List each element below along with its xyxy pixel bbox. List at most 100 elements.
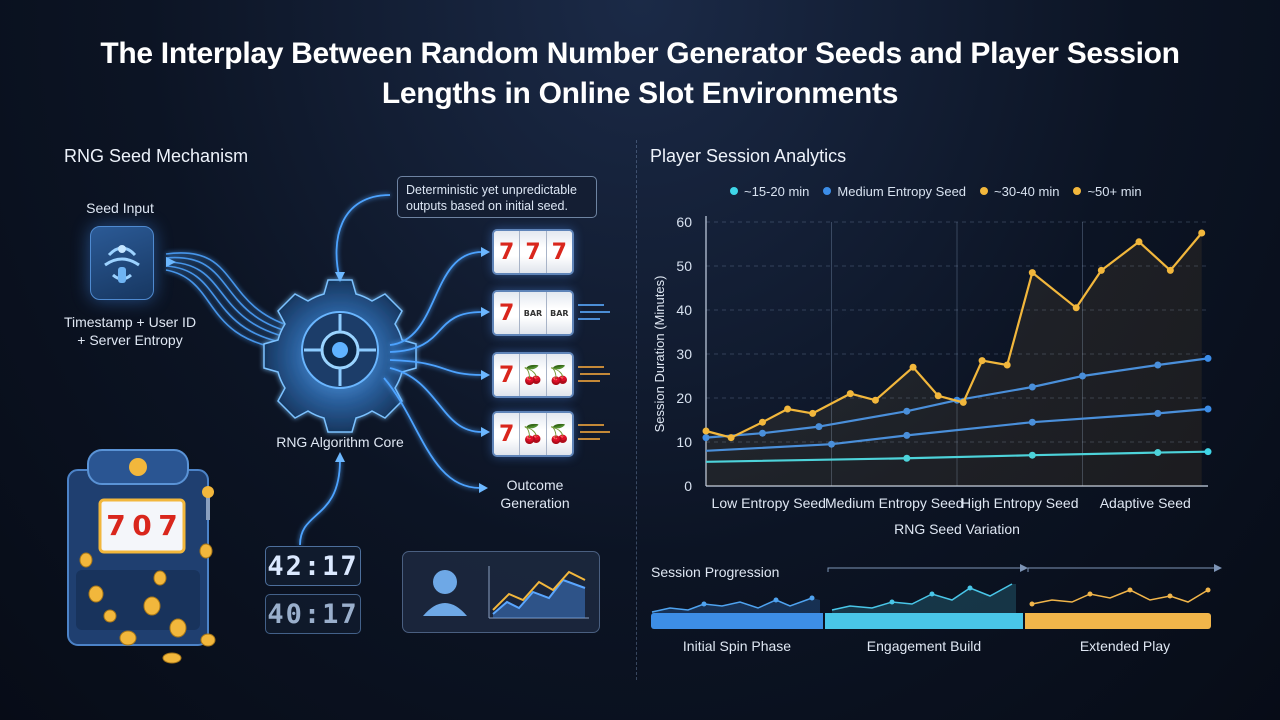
series-3-point-6 [871,396,879,404]
x-category-label-0: Low Entropy Seed [712,495,826,511]
series-3-point-4 [809,409,817,417]
progress-phase-2-bar [825,613,1023,629]
series-1-point-3 [1028,418,1036,426]
legend-label-4: ~50+ min [1087,184,1142,199]
series-2-point-2 [815,423,823,431]
series-1-point-4 [1154,409,1162,417]
series-2-point-7 [1154,361,1162,369]
x-category-label-2: High Entropy Seed [961,495,1079,511]
series-2-point-8 [1204,354,1212,362]
series-3-point-10 [978,357,986,365]
y-tick-label-6: 60 [676,214,692,230]
outcome-line-2: Generation [500,495,570,511]
series-3-point-5 [846,390,854,398]
reel-3-cell-3: 🍒 [546,354,572,396]
legend-label-1: ~15-20 min [744,184,810,199]
series-0-point-1 [903,454,911,462]
series-3-point-17 [1198,229,1206,237]
series-3-point-12 [1028,269,1036,277]
callout-note: Deterministic yet unpredictable outputs … [397,176,597,218]
y-tick-label-1: 10 [676,434,692,450]
slot-reel-1: 7 [106,509,126,542]
reel-2-cell-2: BAR [520,292,547,334]
series-3-point-1 [727,434,735,442]
reel-outcome-1: 7 7 7 [492,229,574,275]
series-3-point-7 [909,363,917,371]
series-2-point-0 [702,434,710,442]
reel-4-cell-3: 🍒 [546,413,572,455]
slot-machine-reels: 7 0 7 [103,503,181,549]
player-profile-card [402,551,600,633]
reel-4-cell-2: 🍒 [520,413,547,455]
series-0-point-3 [1154,449,1162,457]
reel-1-cell-1: 7 [494,231,521,273]
title-line-2: Lengths in Online Slot Environments [381,77,899,110]
y-axis-title: Session Duration (Minutes) [652,276,667,433]
callout-line-2: outputs based on initial seed. [406,199,568,213]
x-axis-title: RNG Seed Variation [894,521,1020,537]
seed-input-description: Timestamp + User ID + Server Entropy [40,313,220,349]
seed-input-icon [90,226,154,300]
seed-desc-line-2: + Server Entropy [77,332,183,348]
session-duration-chart: 0 10 20 30 40 50 60 Low Entropy Seed Medium Entr… [652,214,1212,537]
series-3-point-0 [702,427,710,435]
progress-phase-2-label: Engagement Build [866,638,982,654]
series-3-point-13 [1072,304,1080,312]
series-2-point-6 [1079,372,1086,380]
slot-machine-icon [67,449,216,664]
chart-legend: ~15-20 min Medium Entropy Seed ~30-40 mi… [730,184,1142,199]
progress-phase-1-bar [651,613,823,629]
rng-flow-diagram [67,194,610,664]
reel-2-cell-3: BAR [546,292,572,334]
reel-1-cell-2: 7 [520,231,547,273]
analytics-section-title: Player Session Analytics [650,146,847,166]
series-3-point-14 [1097,266,1105,274]
page-title: The Interplay Between Random Number Gene… [0,34,1280,114]
series-2-point-1 [758,429,766,437]
reel-1-cell-3: 7 [546,231,572,273]
legend-item-2: Medium Entropy Seed [823,184,966,199]
rng-section-title: RNG Seed Mechanism [64,146,249,166]
session-timer-primary: 42:17 [265,546,361,586]
series-3-point-16 [1166,266,1174,274]
reel-outcome-2: 7 BAR BAR [492,290,574,336]
series-1-point-5 [1204,405,1212,413]
rng-core-label: RNG Algorithm Core [276,434,404,450]
reel-outcome-3: 7 🍒 🍒 [492,352,574,398]
reel-3-cell-2: 🍒 [520,354,547,396]
reel-outcome-4: 7 🍒 🍒 [492,411,574,457]
series-3-point-8 [934,392,942,400]
y-tick-label-0: 0 [684,478,692,494]
seed-arrow-head [166,257,176,267]
legend-item-4: ~50+ min [1073,184,1142,199]
series-3-point-15 [1135,238,1143,246]
y-tick-label-5: 50 [676,258,692,274]
outcome-generation-label: Outcome Generation [480,476,590,512]
progress-phase-3-label: Extended Play [1079,638,1171,654]
title-line-1: The Interplay Between Random Number Gene… [100,37,1180,70]
series-3-area [706,233,1202,486]
series-1-point-2 [903,431,911,439]
series-3-line [705,232,1203,439]
y-tick-label-4: 40 [676,302,692,318]
session-timer-secondary: 40:17 [265,594,361,634]
callout-line-1: Deterministic yet unpredictable [406,183,577,197]
series-3-point-9 [959,398,967,406]
series-3-point-2 [758,418,766,426]
x-category-label-3: Adaptive Seed [1100,495,1191,511]
series-3-point-11 [1003,361,1011,369]
reel-4-cell-1: 7 [494,413,521,455]
y-tick-label-2: 20 [676,390,692,406]
series-2-point-5 [1028,383,1036,391]
progression-title: Session Progression [651,564,780,580]
user-icon [423,570,467,616]
seed-desc-line-1: Timestamp + User ID [63,314,197,330]
y-tick-label-3: 30 [676,346,692,362]
series-0-point-2 [1028,451,1036,459]
series-2-point-3 [903,407,911,415]
reel-3-cell-1: 7 [494,354,521,396]
rng-gear-icon [263,279,417,433]
reel-2-cell-1: 7 [494,292,521,334]
slot-reel-2: 0 [132,509,152,542]
seed-input-label: Seed Input [86,200,154,216]
